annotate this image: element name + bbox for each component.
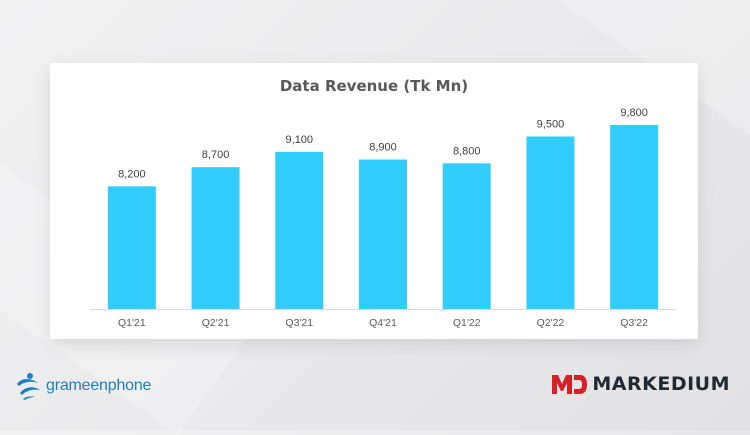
data-label: 8,800 (453, 145, 481, 157)
bar (107, 186, 156, 309)
x-tick-label: Q4'21 (369, 317, 397, 329)
data-label: 8,700 (202, 149, 230, 161)
x-tick-label: Q2'22 (537, 317, 565, 329)
markedium-wordmark: MARKEDIUM (592, 373, 730, 395)
data-label: 8,900 (369, 142, 397, 154)
bar (526, 136, 575, 309)
bar-chart: 8,200 Q1'21 8,700 Q2'21 9,100 Q3'21 8,900 Q4'21… (90, 107, 676, 329)
markedium-md-icon (552, 375, 588, 394)
x-tick-label: Q1'21 (118, 317, 146, 329)
x-tick-label: Q3'22 (620, 317, 648, 329)
bar (275, 151, 324, 309)
x-tick-label: Q3'21 (285, 317, 313, 329)
data-label: 9,800 (620, 107, 648, 119)
grameenphone-logo: grameenphone (14, 372, 151, 400)
markedium-logo: MARKEDIUM (550, 372, 730, 396)
data-label: 8,200 (118, 168, 146, 180)
data-label: 9,500 (537, 119, 565, 131)
grameenphone-wordmark: grameenphone (46, 377, 152, 394)
bar (442, 163, 491, 309)
bar (191, 167, 240, 309)
bar (610, 125, 659, 309)
chart-title: Data Revenue (Tk Mn) (279, 77, 469, 95)
data-label: 9,100 (286, 134, 314, 146)
bar (359, 159, 407, 309)
grameenphone-telenor-icon (17, 373, 40, 400)
chart-card: Data Revenue (Tk Mn) 8,200 Q1'21 8,700 Q2'2… (50, 63, 698, 339)
x-tick-label: Q2'21 (202, 317, 230, 329)
x-tick-label: Q1'22 (453, 317, 481, 329)
